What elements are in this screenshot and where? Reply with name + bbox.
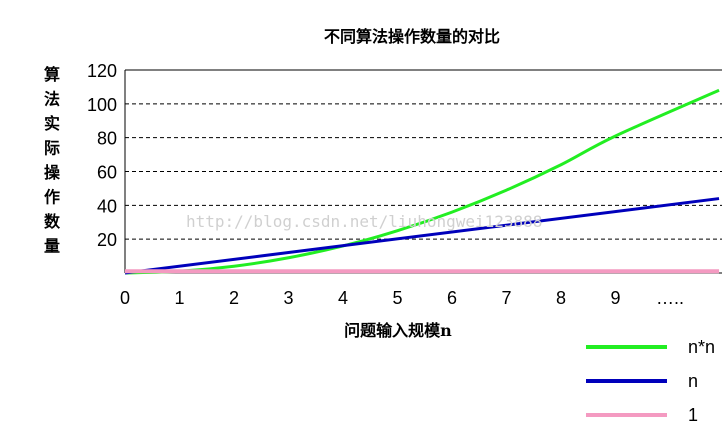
y-axis-label-char: 法: [44, 90, 60, 109]
x-tick-label: 7: [501, 288, 511, 308]
y-axis-label-char: 算: [44, 65, 60, 84]
x-tick-label: 5: [392, 288, 402, 308]
x-tick-label: 4: [338, 288, 348, 308]
y-tick-label: 40: [97, 196, 117, 216]
series-lines: [124, 88, 720, 275]
x-tick-label: 0: [120, 288, 130, 308]
y-tick-label: 120: [87, 61, 117, 81]
y-axis-label-char: 操: [44, 163, 61, 182]
series-line-n: [124, 197, 720, 275]
x-tick-label: 8: [556, 288, 566, 308]
legend-label-nxn: n*n: [688, 337, 715, 357]
y-axis-label-char: 际: [44, 139, 60, 158]
x-tick-label: 6: [447, 288, 457, 308]
y-tick-label: 60: [97, 163, 117, 183]
x-tick-labels: 0 1 2 3 4 5 6 7 8 9 …..: [120, 288, 684, 308]
x-tick-label: 3: [283, 288, 293, 308]
y-tick-label: 20: [97, 230, 117, 250]
y-axis-label-char: 实: [44, 114, 60, 133]
gridlines: [125, 103, 722, 240]
y-tick-label: 80: [97, 129, 117, 149]
y-tick-label: 100: [87, 95, 117, 115]
legend: n*n n 1: [586, 337, 715, 422]
y-axis-label-char: 量: [44, 237, 60, 256]
legend-label-n: n: [688, 371, 698, 391]
x-tick-label: 1: [174, 288, 184, 308]
legend-label-1: 1: [688, 405, 698, 422]
chart-title: 不同算法操作数量的对比: [324, 27, 500, 46]
x-axis-label: 问题输入规模n: [344, 321, 452, 340]
watermark-text: http://blog.csdn.net/liuhongwei123888: [186, 212, 542, 231]
x-tick-label: 9: [610, 288, 620, 308]
y-axis-label-char: 数: [44, 212, 61, 231]
x-tick-label: 2: [229, 288, 239, 308]
series-line-nxn: [124, 88, 720, 275]
x-tick-label: …..: [656, 288, 684, 308]
y-axis-label-char: 作: [44, 188, 60, 207]
y-tick-labels: 20 40 60 80 100 120: [87, 61, 117, 250]
